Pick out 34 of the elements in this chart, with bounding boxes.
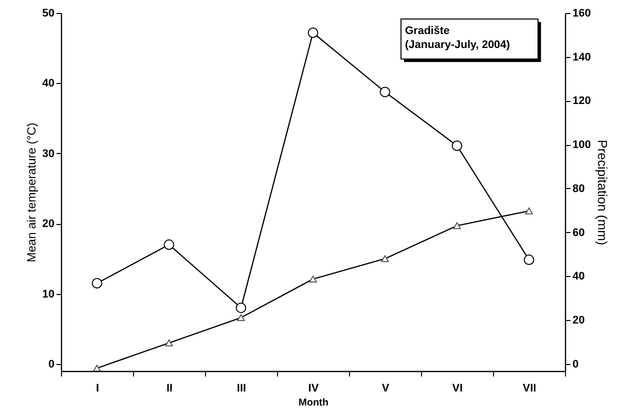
point bbox=[92, 278, 102, 288]
x-tick-label: V bbox=[382, 382, 390, 394]
y-tick-label: 10 bbox=[42, 288, 54, 300]
annotation: Gradište bbox=[405, 25, 450, 37]
y-tick-label: 30 bbox=[42, 148, 54, 160]
point bbox=[452, 140, 462, 151]
x-tick-label: IV bbox=[308, 382, 320, 394]
point bbox=[524, 254, 534, 266]
y-tick-label: 0 bbox=[48, 358, 54, 370]
x-tick-label: I bbox=[96, 382, 100, 394]
x-tick-label: II bbox=[166, 382, 173, 394]
x-tick-label: III bbox=[236, 382, 246, 394]
x-tick-label: VII bbox=[522, 382, 536, 394]
y2-tick-label: 60 bbox=[572, 226, 585, 239]
y-tick-label: 50 bbox=[42, 8, 54, 20]
y2-tick-label: 100 bbox=[572, 139, 591, 152]
point bbox=[236, 302, 246, 314]
y2-axis-title: Precipitation (mm) bbox=[594, 140, 610, 246]
point bbox=[308, 28, 318, 38]
y2-tick-label: 80 bbox=[572, 182, 585, 195]
annotation: (January-July, 2004) bbox=[405, 39, 510, 51]
x-axis-title: Month bbox=[298, 398, 328, 408]
point bbox=[164, 239, 174, 250]
y-axis-title: Mean air temperature (°C) bbox=[24, 122, 38, 262]
y2-tick-label: 20 bbox=[572, 314, 585, 327]
x-tick-label: VI bbox=[452, 382, 463, 394]
y2-tick-label: 160 bbox=[572, 8, 591, 20]
y2-tick-label: 40 bbox=[572, 270, 585, 283]
y-tick-label: 40 bbox=[42, 78, 54, 90]
y2-tick-label: 120 bbox=[572, 95, 591, 108]
y2-tick-label: 140 bbox=[572, 51, 591, 64]
point bbox=[380, 86, 390, 98]
y2-tick-label: 0 bbox=[572, 358, 579, 370]
y-tick-label: 20 bbox=[42, 218, 54, 230]
